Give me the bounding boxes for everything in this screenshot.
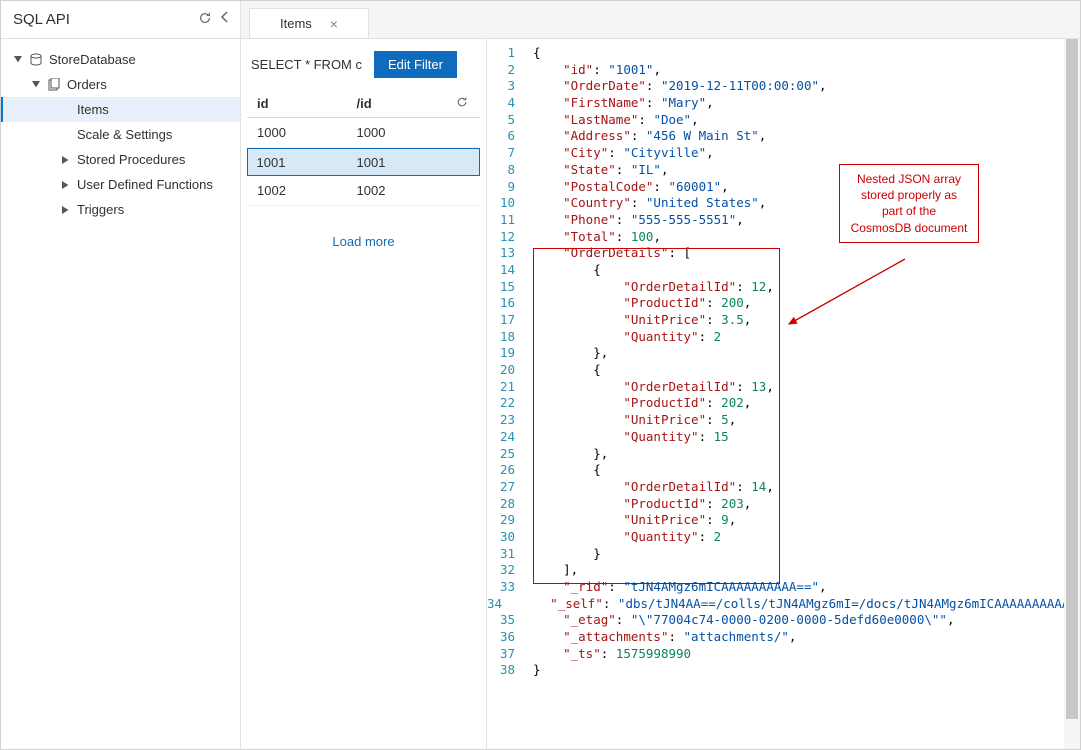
- sidebar-item-label: Triggers: [77, 202, 124, 217]
- chevron-down-icon: [13, 55, 23, 65]
- cell-id: 1001: [251, 155, 357, 170]
- table-row[interactable]: 10011001: [247, 148, 480, 176]
- sidebar-header: SQL API: [1, 1, 240, 39]
- close-icon[interactable]: ×: [330, 17, 338, 31]
- chevron-right-icon: [61, 105, 71, 115]
- items-pane: SELECT * FROM c Edit Filter id /id 10001…: [241, 39, 487, 749]
- editor-scrollbar[interactable]: [1064, 39, 1080, 749]
- sidebar-item-scale-settings[interactable]: Scale & Settings: [1, 122, 240, 147]
- query-text: SELECT * FROM c: [251, 57, 362, 72]
- sidebar-item-label: User Defined Functions: [77, 177, 213, 192]
- collapse-icon[interactable]: [220, 11, 230, 28]
- container-icon: [47, 78, 61, 92]
- sidebar-item-label: Stored Procedures: [77, 152, 185, 167]
- cell-pk: 1002: [357, 183, 457, 198]
- column-id: id: [251, 96, 357, 111]
- cell-pk: 1000: [357, 125, 457, 140]
- sidebar: SQL API StoreDatabase Orders Ite: [1, 1, 241, 749]
- items-table: id /id 100010001001100110021002: [247, 90, 480, 206]
- main-area: Items × SELECT * FROM c Edit Filter id /…: [241, 1, 1080, 749]
- table-row[interactable]: 10001000: [247, 118, 480, 148]
- chevron-right-icon: [61, 180, 71, 190]
- refresh-icon[interactable]: [198, 11, 212, 28]
- tab-bar: Items ×: [241, 1, 1080, 39]
- database-label: StoreDatabase: [49, 52, 136, 67]
- collection-label: Orders: [67, 77, 107, 92]
- json-editor[interactable]: 1{2 "id": "1001",3 "OrderDate": "2019-12…: [487, 39, 1080, 749]
- query-bar: SELECT * FROM c Edit Filter: [247, 51, 480, 90]
- annotation-callout: Nested JSON array stored properly as par…: [839, 164, 979, 243]
- sidebar-item-triggers[interactable]: Triggers: [1, 197, 240, 222]
- cell-id: 1002: [251, 183, 357, 198]
- column-partition-key: /id: [357, 96, 457, 111]
- sidebar-item-user-defined-functions[interactable]: User Defined Functions: [1, 172, 240, 197]
- api-title: SQL API: [13, 11, 70, 28]
- refresh-icon[interactable]: [456, 96, 476, 111]
- sidebar-item-label: Items: [77, 102, 109, 117]
- chevron-down-icon: [31, 80, 41, 90]
- chevron-right-icon: [61, 155, 71, 165]
- tab-label: Items: [280, 16, 312, 31]
- chevron-right-icon: [61, 130, 71, 140]
- sidebar-item-stored-procedures[interactable]: Stored Procedures: [1, 147, 240, 172]
- chevron-right-icon: [61, 205, 71, 215]
- database-node[interactable]: StoreDatabase: [1, 47, 240, 72]
- sidebar-item-items[interactable]: Items: [1, 97, 240, 122]
- items-table-header: id /id: [247, 90, 480, 118]
- table-row[interactable]: 10021002: [247, 176, 480, 206]
- collection-node[interactable]: Orders: [1, 72, 240, 97]
- load-more-link[interactable]: Load more: [247, 206, 480, 277]
- cell-id: 1000: [251, 125, 357, 140]
- database-icon: [29, 53, 43, 67]
- sidebar-item-label: Scale & Settings: [77, 127, 172, 142]
- resource-tree: StoreDatabase Orders Items Scale & Settin…: [1, 39, 240, 230]
- edit-filter-button[interactable]: Edit Filter: [374, 51, 457, 78]
- cell-pk: 1001: [357, 155, 457, 170]
- tab-items[interactable]: Items ×: [249, 8, 369, 38]
